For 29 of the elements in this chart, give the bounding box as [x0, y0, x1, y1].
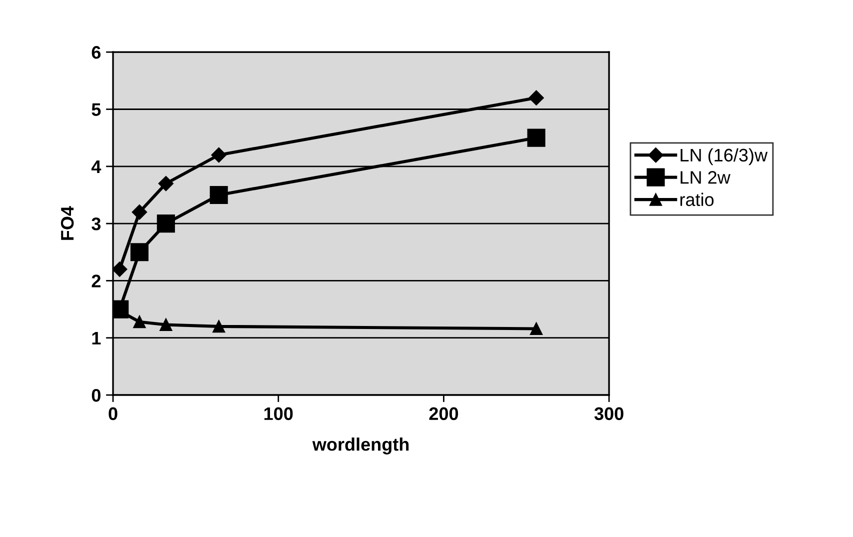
point: [527, 128, 546, 147]
point: [210, 186, 228, 204]
point: [158, 176, 174, 192]
legend-label: LN (16/3)w: [680, 148, 768, 166]
y-tick-label: 4: [91, 160, 102, 173]
point: [156, 214, 175, 233]
y-tick-label: 6: [92, 46, 101, 59]
point: [160, 318, 172, 331]
point: [530, 322, 543, 335]
y-tick-label: 0: [92, 388, 100, 402]
point: [133, 316, 146, 328]
y-tick-label: 2: [92, 274, 100, 288]
y-axis-title: FO4: [60, 206, 74, 240]
legend-label: ratio: [680, 192, 714, 206]
x-tick-label: 200: [429, 407, 458, 420]
point: [113, 262, 128, 277]
x-tick-label: 100: [264, 407, 293, 420]
x-axis-title: wordlength: [312, 438, 409, 454]
x-tick-label: 0: [108, 407, 118, 420]
point: [211, 147, 226, 163]
point: [212, 320, 226, 333]
y-tick-label: 5: [92, 103, 101, 116]
point: [130, 243, 149, 262]
point: [132, 204, 148, 220]
y-tick-label: 3: [92, 217, 101, 230]
point: [528, 90, 544, 106]
legend-label: LN 2w: [680, 171, 730, 184]
y-tick-label: 1: [92, 332, 101, 344]
x-tick-label: 300: [594, 407, 624, 420]
